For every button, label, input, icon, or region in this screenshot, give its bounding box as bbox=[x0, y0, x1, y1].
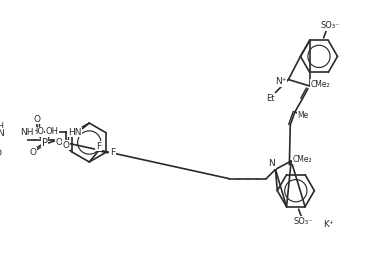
Text: O: O bbox=[56, 138, 63, 147]
Text: HO: HO bbox=[31, 127, 44, 136]
Text: CMe₂: CMe₂ bbox=[311, 80, 331, 89]
Text: HN: HN bbox=[68, 128, 81, 137]
Text: O: O bbox=[34, 115, 41, 124]
Text: K⁺: K⁺ bbox=[323, 219, 334, 229]
Text: NH: NH bbox=[20, 128, 34, 137]
Text: N⁺: N⁺ bbox=[275, 77, 287, 86]
Text: P: P bbox=[42, 138, 48, 148]
Text: N: N bbox=[0, 129, 4, 138]
Text: F: F bbox=[110, 148, 115, 157]
Text: N: N bbox=[268, 159, 275, 168]
Text: F: F bbox=[96, 142, 101, 151]
Text: Et: Et bbox=[266, 94, 274, 103]
Text: SO₃⁻: SO₃⁻ bbox=[320, 21, 340, 30]
Text: Me: Me bbox=[298, 111, 309, 120]
Text: O: O bbox=[0, 149, 1, 158]
Text: O: O bbox=[29, 148, 36, 157]
Text: O: O bbox=[63, 141, 70, 150]
Text: CMe₂: CMe₂ bbox=[293, 155, 312, 164]
Text: SO₃⁻: SO₃⁻ bbox=[293, 217, 313, 226]
Text: OH: OH bbox=[45, 127, 59, 136]
Text: H: H bbox=[0, 122, 3, 131]
